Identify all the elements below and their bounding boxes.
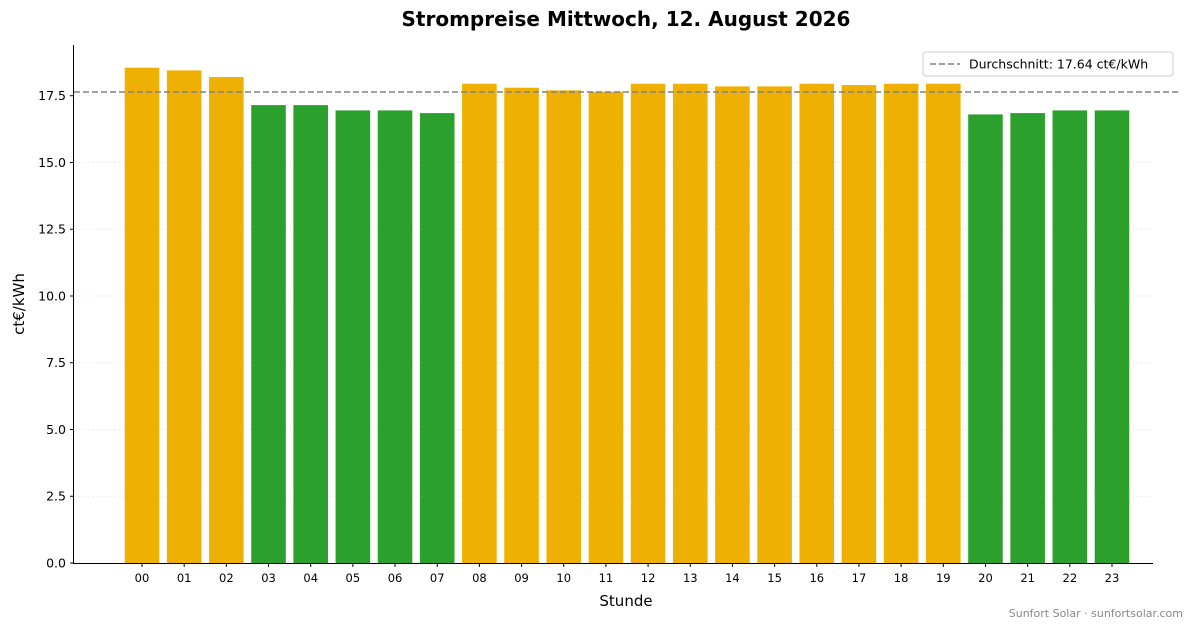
x-tick-label: 19: [936, 571, 951, 585]
bar-hour-14: [715, 86, 750, 563]
bar-hour-16: [799, 83, 835, 563]
x-tick-label: 14: [725, 571, 740, 585]
footer-credit: Sunfort Solar · sunfortsolar.com: [1009, 607, 1183, 620]
y-tick-label: 15.0: [38, 155, 66, 170]
x-tick-label: 09: [514, 571, 529, 585]
x-tick-label: 05: [346, 571, 361, 585]
bar-hour-18: [883, 83, 919, 563]
x-tick-label: 16: [809, 571, 824, 585]
bar-hour-15: [757, 86, 792, 563]
bar-hour-08: [462, 83, 497, 563]
bar-hour-22: [1052, 110, 1088, 563]
bar-hour-07: [419, 113, 455, 563]
legend-average-label: Durchschnitt: 17.64 ct€/kWh: [969, 57, 1148, 72]
y-tick-label: 10.0: [38, 288, 66, 303]
x-tick-label: 23: [1105, 571, 1120, 585]
bar-hour-19: [926, 83, 961, 563]
bar-hour-12: [630, 83, 666, 563]
y-axis-ticks: 0.0 2.5 5.0 7.5 10.0 12.5 15.0 17.5: [38, 88, 74, 571]
bar-hour-23: [1094, 110, 1130, 563]
y-tick-label: 17.5: [38, 88, 66, 103]
bar-hour-21: [1010, 113, 1045, 563]
x-tick-label: 08: [472, 571, 487, 585]
x-axis-ticks: 00 01 02 03 04 05 06 07 08 09 10 11 12 13 14 15 16 17 18 19…: [135, 563, 1120, 585]
y-tick-label: 7.5: [46, 355, 66, 370]
legend-box: [922, 51, 1174, 77]
chart-title: Strompreise Mittwoch, 12. August 2026: [402, 7, 851, 31]
bar-hour-11: [588, 91, 624, 563]
x-tick-label: 21: [1020, 571, 1035, 585]
x-tick-label: 17: [852, 571, 867, 585]
bar-hour-06: [377, 110, 413, 563]
x-tick-label: 07: [430, 571, 445, 585]
x-tick-label: 18: [894, 571, 909, 585]
x-tick-label: 02: [219, 571, 234, 585]
y-tick-label: 2.5: [46, 489, 66, 504]
x-tick-label: 11: [599, 571, 614, 585]
x-tick-label: 01: [177, 571, 192, 585]
y-tick-label: 0.0: [46, 556, 66, 571]
bar-hour-17: [841, 85, 877, 563]
bar-hour-09: [504, 87, 539, 563]
bar-hour-10: [546, 90, 582, 563]
bar-hour-20: [968, 114, 1003, 564]
x-tick-label: 13: [683, 571, 698, 585]
bar-hour-00: [124, 67, 160, 564]
bar-hour-02: [209, 77, 244, 564]
bar-hour-01: [166, 70, 202, 564]
x-tick-label: 00: [135, 571, 150, 585]
legend: Durchschnitt: 17.64 ct€/kWh: [922, 51, 1174, 77]
y-axis-label: ct€/kWh: [10, 273, 28, 335]
x-tick-label: 22: [1063, 571, 1078, 585]
y-tick-label: 12.5: [38, 222, 66, 237]
bar-hour-04: [293, 105, 328, 563]
x-tick-label: 06: [388, 571, 403, 585]
y-tick-label: 5.0: [46, 422, 66, 437]
bar-hour-05: [335, 110, 371, 563]
x-axis-label: Stunde: [599, 592, 652, 610]
bars: [124, 67, 1130, 564]
x-tick-label: 20: [978, 571, 993, 585]
x-tick-label: 15: [767, 571, 782, 585]
bar-hour-03: [251, 105, 286, 563]
x-tick-label: 10: [556, 571, 571, 585]
x-tick-label: 03: [261, 571, 276, 585]
x-tick-label: 04: [303, 571, 318, 585]
bar-hour-13: [672, 83, 708, 563]
x-tick-label: 12: [641, 571, 656, 585]
